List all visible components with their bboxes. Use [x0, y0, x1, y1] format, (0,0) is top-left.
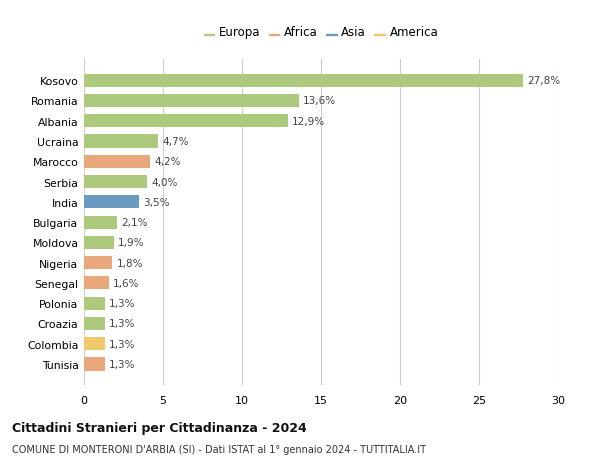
Bar	[84, 196, 139, 209]
Text: 27,8%: 27,8%	[527, 76, 560, 86]
Text: COMUNE DI MONTERONI D'ARBIA (SI) - Dati ISTAT al 1° gennaio 2024 - TUTTITALIA.IT: COMUNE DI MONTERONI D'ARBIA (SI) - Dati …	[12, 444, 426, 454]
Bar	[84, 176, 147, 189]
Text: Cittadini Stranieri per Cittadinanza - 2024: Cittadini Stranieri per Cittadinanza - 2…	[12, 421, 307, 434]
Text: 1,8%: 1,8%	[116, 258, 143, 268]
Bar	[84, 115, 288, 128]
Bar	[84, 135, 158, 148]
Bar	[84, 156, 151, 168]
Text: 1,6%: 1,6%	[113, 278, 140, 288]
Text: 1,3%: 1,3%	[109, 339, 135, 349]
Text: 13,6%: 13,6%	[303, 96, 336, 106]
Text: 1,3%: 1,3%	[109, 319, 135, 329]
Bar	[84, 95, 299, 108]
Bar	[84, 236, 114, 249]
Bar	[84, 358, 104, 371]
Bar	[84, 74, 523, 88]
Text: 3,5%: 3,5%	[143, 197, 170, 207]
Text: 4,2%: 4,2%	[154, 157, 181, 167]
Bar	[84, 277, 109, 290]
Legend: Europa, Africa, Asia, America: Europa, Africa, Asia, America	[201, 23, 441, 41]
Text: 1,3%: 1,3%	[109, 359, 135, 369]
Bar	[84, 297, 104, 310]
Bar	[84, 337, 104, 351]
Text: 1,9%: 1,9%	[118, 238, 145, 248]
Text: 12,9%: 12,9%	[292, 117, 325, 127]
Text: 2,1%: 2,1%	[121, 218, 148, 228]
Text: 4,0%: 4,0%	[151, 177, 178, 187]
Bar	[84, 257, 112, 269]
Bar	[84, 216, 117, 229]
Bar	[84, 317, 104, 330]
Text: 4,7%: 4,7%	[162, 137, 189, 147]
Text: 1,3%: 1,3%	[109, 298, 135, 308]
